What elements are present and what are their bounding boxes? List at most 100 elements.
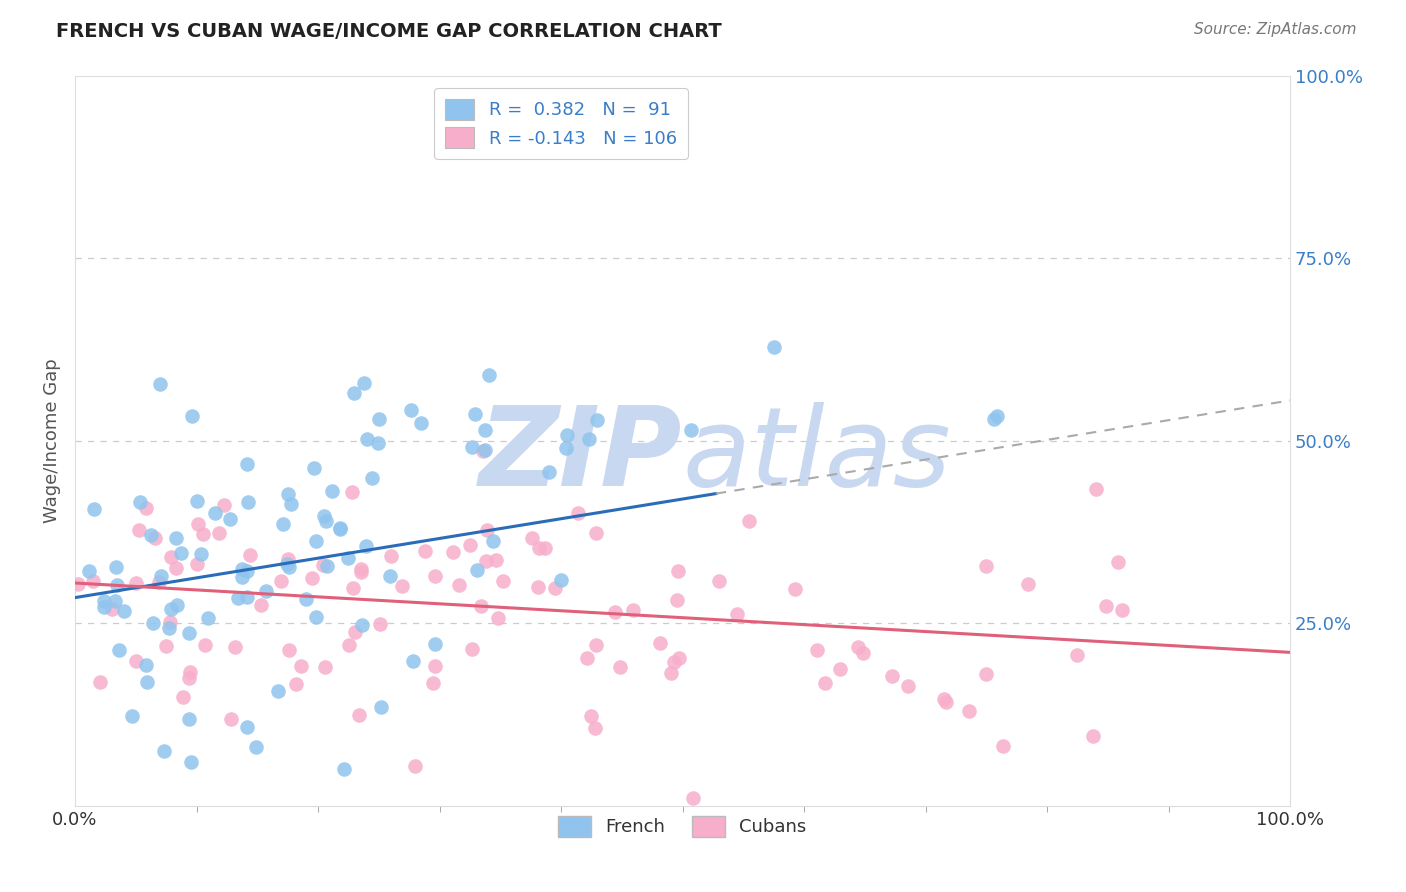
Point [343,386,366,401]
Point [934,691,956,706]
Point [1084,483,1107,497]
Point [314,508,336,523]
Point [125,654,148,668]
Point [66,576,89,591]
Point [101,602,124,616]
Point [648,636,671,650]
Point [467,563,489,577]
Point [353,376,375,390]
Point [585,638,607,652]
Point [104,593,127,607]
Point [474,423,496,437]
Point [148,574,170,589]
Point [343,625,366,640]
Point [93,593,115,607]
Point [458,538,481,552]
Point [277,551,299,566]
Point [214,498,236,512]
Point [544,581,567,595]
Point [1066,648,1088,662]
Point [165,561,187,575]
Point [404,758,426,772]
Point [447,578,470,592]
Point [738,514,761,528]
Point [219,712,242,726]
Point [586,412,609,426]
Point [367,412,389,426]
Point [236,720,259,734]
Point [659,665,682,680]
Point [380,549,402,564]
Point [231,562,253,576]
Point [160,549,183,564]
Point [112,604,135,618]
Point [986,409,1008,424]
Point [852,646,875,660]
Point [422,675,444,690]
Point [763,340,786,354]
Point [413,543,436,558]
Point [290,659,312,673]
Point [666,564,689,578]
Point [368,617,391,632]
Point [679,423,702,437]
Point [391,579,413,593]
Point [235,564,257,578]
Point [1017,576,1039,591]
Point [579,708,602,723]
Point [814,676,837,690]
Point [472,444,495,458]
Point [380,569,402,583]
Point [179,671,201,685]
Point [347,707,370,722]
Point [526,580,548,594]
Point [425,659,447,673]
Point [475,523,498,537]
Point [665,592,688,607]
Point [350,562,373,576]
Point [603,605,626,619]
Point [125,576,148,591]
Point [783,582,806,596]
Point [180,409,202,423]
Point [312,558,335,572]
Point [423,637,446,651]
Point [93,599,115,614]
Point [186,494,208,508]
Point [350,565,373,579]
Point [830,662,852,676]
Point [83,502,105,516]
Point [142,615,165,630]
Point [89,675,111,690]
Point [294,592,316,607]
Point [278,560,301,574]
Point [478,368,501,383]
Point [250,598,273,612]
Point [231,570,253,584]
Point [314,660,336,674]
Point [284,677,307,691]
Point [166,598,188,612]
Point [239,548,262,562]
Point [305,609,328,624]
Point [350,618,373,632]
Text: ZIP: ZIP [479,401,682,508]
Point [682,791,704,805]
Point [575,650,598,665]
Point [401,403,423,417]
Point [609,660,631,674]
Point [520,531,543,545]
Point [315,514,337,528]
Point [361,471,384,485]
Point [461,642,484,657]
Point [149,377,172,392]
Point [141,528,163,542]
Point [1083,729,1105,743]
Point [128,523,150,537]
Point [333,762,356,776]
Point [976,667,998,681]
Point [129,495,152,509]
Text: FRENCH VS CUBAN WAGE/INCOME GAP CORRELATION CHART: FRENCH VS CUBAN WAGE/INCOME GAP CORRELAT… [56,22,723,41]
Point [270,574,292,588]
Point [197,611,219,625]
